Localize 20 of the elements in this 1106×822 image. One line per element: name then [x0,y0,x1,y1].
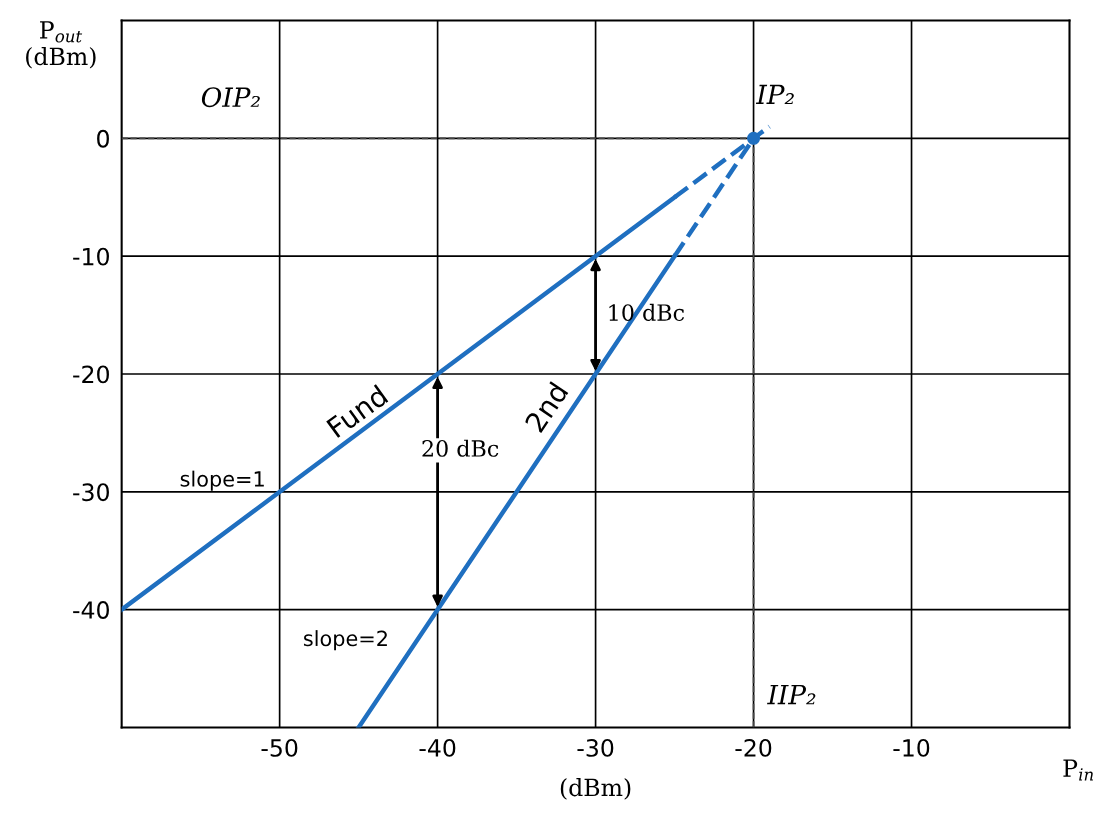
y-tick-label: 0 [97,129,109,148]
y-axis-title: P$_{out}$ (dBm) [26,21,96,69]
annotation: 10 dBc [609,303,685,321]
x-tick-label: -40 [419,739,456,757]
annotation: slope=1 [180,470,264,491]
y-tick-label: -40 [73,601,109,619]
x-tick-label: -20 [735,739,772,757]
y-tick-label: -20 [73,365,109,384]
annotation: 20 dBc [422,439,499,457]
annotation: OIP₂ [201,87,260,108]
y-tick-label: -10 [73,247,109,266]
x-tick-label: -30 [577,739,614,757]
x-tick-label: -50 [261,739,298,757]
annotation: IIP₂ [767,684,816,705]
y-tick-label: -30 [73,483,109,502]
x-tick-label: -10 [893,739,930,757]
x-axis-title: (dBm) [560,778,631,800]
annotation: slope=2 [303,630,387,651]
text: P$_{in}$ [1063,759,1093,781]
annotation: IP₂ [755,84,794,105]
